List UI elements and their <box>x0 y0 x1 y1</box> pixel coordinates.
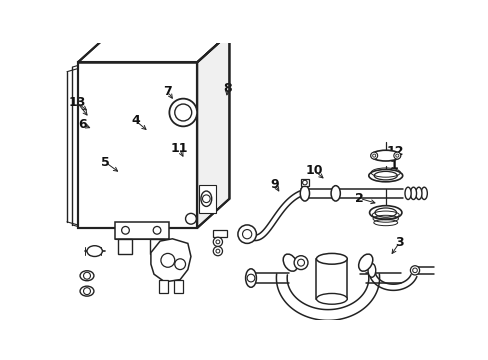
Ellipse shape <box>80 271 94 281</box>
Polygon shape <box>78 62 197 228</box>
Ellipse shape <box>80 286 94 296</box>
Ellipse shape <box>367 264 375 277</box>
Ellipse shape <box>201 191 211 206</box>
Bar <box>213 230 226 237</box>
Ellipse shape <box>316 293 346 304</box>
Ellipse shape <box>358 254 372 271</box>
Bar <box>150 239 163 254</box>
Text: 8: 8 <box>223 82 232 95</box>
Text: 1: 1 <box>388 159 397 172</box>
Polygon shape <box>158 280 167 293</box>
Ellipse shape <box>368 170 402 182</box>
Text: 2: 2 <box>355 192 364 205</box>
Text: 4: 4 <box>131 114 140 127</box>
Circle shape <box>370 152 377 159</box>
Ellipse shape <box>370 150 400 161</box>
Text: 12: 12 <box>386 145 404 158</box>
Text: 3: 3 <box>394 236 403 249</box>
Circle shape <box>293 256 307 270</box>
Ellipse shape <box>330 186 340 201</box>
Circle shape <box>169 99 197 126</box>
Ellipse shape <box>415 187 421 199</box>
Ellipse shape <box>409 187 416 199</box>
Circle shape <box>409 266 419 275</box>
Bar <box>301 180 308 186</box>
Ellipse shape <box>404 187 410 199</box>
Polygon shape <box>197 33 229 228</box>
Ellipse shape <box>87 246 102 256</box>
Polygon shape <box>174 280 183 293</box>
Text: 7: 7 <box>163 85 172 98</box>
Bar <box>198 185 215 213</box>
Circle shape <box>238 225 256 243</box>
Text: 5: 5 <box>101 156 110 169</box>
Circle shape <box>185 213 196 224</box>
Ellipse shape <box>420 187 427 199</box>
Ellipse shape <box>283 254 297 271</box>
Text: 11: 11 <box>170 142 187 155</box>
Polygon shape <box>78 33 229 62</box>
Bar <box>115 222 168 239</box>
Bar <box>316 259 346 299</box>
Bar <box>118 239 131 254</box>
Text: 10: 10 <box>305 164 323 177</box>
Circle shape <box>213 247 222 256</box>
Text: 9: 9 <box>270 178 279 191</box>
Ellipse shape <box>369 206 401 220</box>
Circle shape <box>213 237 222 247</box>
Ellipse shape <box>245 269 256 287</box>
Circle shape <box>393 152 400 159</box>
Text: 6: 6 <box>79 118 87 131</box>
Polygon shape <box>151 239 190 282</box>
Ellipse shape <box>300 186 309 201</box>
Text: 13: 13 <box>69 96 86 109</box>
Ellipse shape <box>316 253 346 264</box>
